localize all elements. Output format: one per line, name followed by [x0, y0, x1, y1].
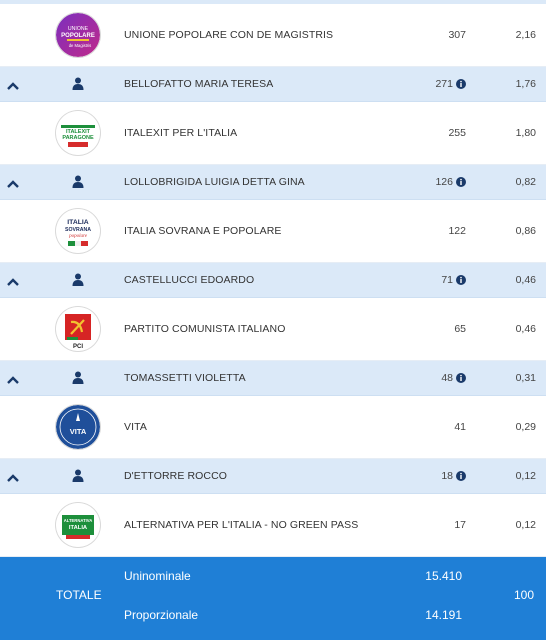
party-votes: 255 — [448, 127, 466, 139]
party-votes: 122 — [448, 225, 466, 237]
top-divider — [0, 0, 546, 4]
svg-text:POPOLARE: POPOLARE — [61, 33, 95, 39]
alternativa-logo: ALTERNATIVA ITALIA — [56, 503, 100, 547]
percentage: 0,12 — [515, 470, 536, 482]
candidate-name: BELLOFATTO MARIA TERESA — [124, 78, 274, 90]
percentage: 1,80 — [515, 127, 536, 139]
candidate-row[interactable]: BELLOFATTO MARIA TERESA 271 1,76 — [0, 67, 546, 102]
party-row: VITA VITA 41 0,29 — [0, 396, 546, 459]
pci-logo: PCI — [56, 307, 100, 351]
info-icon[interactable] — [456, 275, 466, 285]
svg-text:ITALIA: ITALIA — [67, 219, 88, 226]
candidate-votes: 71 — [441, 263, 466, 297]
chevron-up-icon[interactable] — [6, 78, 20, 90]
party-votes: 65 — [454, 323, 466, 335]
percentage: 0,46 — [515, 323, 536, 335]
proporzionale-votes: 14.191 — [425, 608, 462, 622]
party-name: PARTITO COMUNISTA ITALIANO — [124, 323, 286, 335]
party-row: PCI PARTITO COMUNISTA ITALIANO 65 0,46 — [0, 298, 546, 361]
candidate-votes-value: 71 — [441, 274, 453, 286]
party-votes: 307 — [448, 29, 466, 41]
candidate-votes: 18 — [441, 459, 466, 493]
percentage: 0,31 — [515, 372, 536, 384]
party-name: ITALIA SOVRANA E POPOLARE — [124, 225, 282, 237]
candidate-row[interactable]: D'ETTORRE ROCCO 18 0,12 — [0, 459, 546, 494]
unione-popolare-logo: UNIONE POPOLARE de Magistris — [56, 13, 100, 57]
party-row: UNIONE POPOLARE de Magistris UNIONE POPO… — [0, 4, 546, 67]
candidate-votes-value: 126 — [435, 176, 453, 188]
candidate-row[interactable]: CASTELLUCCI EDOARDO 71 0,46 — [0, 263, 546, 298]
candidate-votes: 271 — [435, 67, 466, 101]
candidate-votes-value: 18 — [441, 470, 453, 482]
candidate-votes-value: 271 — [435, 78, 453, 90]
party-name: ITALEXIT PER L'ITALIA — [124, 127, 238, 139]
party-row: ALTERNATIVA ITALIA ALTERNATIVA PER L'ITA… — [0, 494, 546, 557]
svg-text:PCI: PCI — [73, 344, 83, 350]
percentage: 0,86 — [515, 225, 536, 237]
candidate-votes-value: 48 — [441, 372, 453, 384]
percentage: 0,82 — [515, 176, 536, 188]
candidate-votes: 48 — [441, 361, 466, 395]
svg-text:ITALEXIT: ITALEXIT — [66, 129, 91, 135]
uninominale-label: Uninominale — [124, 569, 191, 583]
percentage: 0,12 — [515, 519, 536, 531]
candidate-row[interactable]: TOMASSETTI VIOLETTA 48 0,31 — [0, 361, 546, 396]
party-row: ITALEXIT PARAGONE ITALEXIT PER L'ITALIA 2… — [0, 102, 546, 165]
person-icon — [72, 371, 84, 384]
svg-text:ALTERNATIVA: ALTERNATIVA — [64, 518, 93, 523]
svg-text:ITALIA: ITALIA — [69, 525, 88, 531]
chevron-up-icon[interactable] — [6, 274, 20, 286]
svg-text:popolare: popolare — [68, 234, 88, 239]
person-icon — [72, 273, 84, 286]
svg-text:de Magistris: de Magistris — [69, 43, 92, 48]
chevron-up-icon[interactable] — [6, 372, 20, 384]
percentage: 2,16 — [515, 29, 536, 41]
chevron-up-icon[interactable] — [6, 470, 20, 482]
info-icon[interactable] — [456, 373, 466, 383]
vita-logo: VITA — [56, 405, 100, 449]
person-icon — [72, 175, 84, 188]
svg-text:SOVRANA: SOVRANA — [65, 227, 91, 233]
results-table: UNIONE POPOLARE de Magistris UNIONE POPO… — [0, 4, 546, 557]
percentage: 0,46 — [515, 274, 536, 286]
total-label: TOTALE — [56, 588, 102, 602]
party-votes: 41 — [454, 421, 466, 433]
uninominale-votes: 15.410 — [425, 569, 462, 583]
percentage: 1,76 — [515, 78, 536, 90]
percentage: 0,29 — [515, 421, 536, 433]
candidate-votes: 126 — [435, 165, 466, 199]
party-name: VITA — [124, 421, 147, 433]
party-name: ALTERNATIVA PER L'ITALIA - NO GREEN PASS — [124, 519, 359, 531]
svg-text:UNIONE: UNIONE — [68, 26, 89, 32]
svg-text:PARAGONE: PARAGONE — [62, 135, 94, 141]
info-icon[interactable] — [456, 79, 466, 89]
italexit-logo: ITALEXIT PARAGONE — [56, 111, 100, 155]
chevron-up-icon[interactable] — [6, 176, 20, 188]
party-row: ITALIA SOVRANA popolare ITALIA SOVRANA E… — [0, 200, 546, 263]
candidate-name: D'ETTORRE ROCCO — [124, 470, 228, 482]
total-percentage: 100 — [513, 588, 534, 602]
total-row: TOTALE Uninominale 15.410 Proporzionale … — [0, 557, 546, 640]
candidate-row[interactable]: LOLLOBRIGIDA LUIGIA DETTA GINA 126 0,82 — [0, 165, 546, 200]
person-icon — [72, 77, 84, 90]
info-icon[interactable] — [456, 471, 466, 481]
person-icon — [72, 469, 84, 482]
party-votes: 17 — [454, 519, 466, 531]
party-name: UNIONE POPOLARE CON DE MAGISTRIS — [124, 29, 334, 41]
candidate-name: CASTELLUCCI EDOARDO — [124, 274, 255, 286]
info-icon[interactable] — [456, 177, 466, 187]
proporzionale-label: Proporzionale — [124, 608, 199, 622]
candidate-name: LOLLOBRIGIDA LUIGIA DETTA GINA — [124, 176, 305, 188]
svg-text:VITA: VITA — [70, 427, 87, 436]
candidate-name: TOMASSETTI VIOLETTA — [124, 372, 246, 384]
italia-sovrana-logo: ITALIA SOVRANA popolare — [56, 209, 100, 253]
